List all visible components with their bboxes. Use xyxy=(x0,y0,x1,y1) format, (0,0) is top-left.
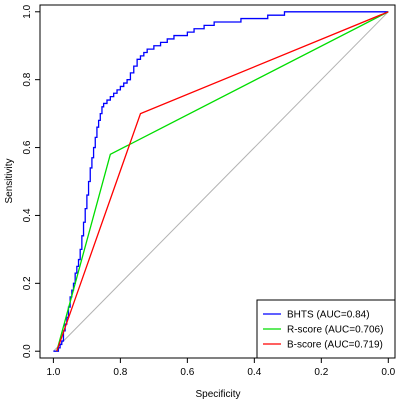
series-line xyxy=(56,11,389,352)
y-tick-label: 1.0 xyxy=(22,4,33,18)
y-tick-label: 0.0 xyxy=(22,344,33,358)
x-tick-label: 0.2 xyxy=(314,367,328,378)
y-axis: 0.0 0.2 0.4 0.6 0.8 1.0 xyxy=(22,4,40,358)
x-axis: 1.0 0.8 0.6 0.4 0.2 0.0 xyxy=(46,358,396,378)
y-tick-label: 0.4 xyxy=(22,208,33,222)
y-tick-label: 0.6 xyxy=(22,140,33,154)
legend-label: B-score (AUC=0.719) xyxy=(287,340,383,351)
plot-frame xyxy=(39,4,396,359)
x-tick-label: 0.4 xyxy=(247,367,261,378)
reference-diagonal xyxy=(53,11,389,352)
x-axis-title: Specificity xyxy=(195,389,240,400)
legend-label: BHTS (AUC=0.84) xyxy=(287,310,370,321)
legend-label: R-score (AUC=0.706) xyxy=(287,325,383,336)
x-tick-label: 0.8 xyxy=(113,367,127,378)
series-line xyxy=(53,11,389,352)
legend: BHTS (AUC=0.84) R-score (AUC=0.706) B-scor… xyxy=(256,299,396,359)
y-axis-title: Sensitivity xyxy=(4,158,15,203)
x-tick-label: 0.6 xyxy=(180,367,194,378)
x-tick-label: 0.0 xyxy=(381,367,395,378)
y-tick-label: 0.8 xyxy=(22,72,33,86)
y-tick-label: 0.2 xyxy=(22,276,33,290)
x-tick-label: 1.0 xyxy=(46,367,60,378)
series-line xyxy=(56,11,389,352)
series-layer xyxy=(53,11,389,352)
